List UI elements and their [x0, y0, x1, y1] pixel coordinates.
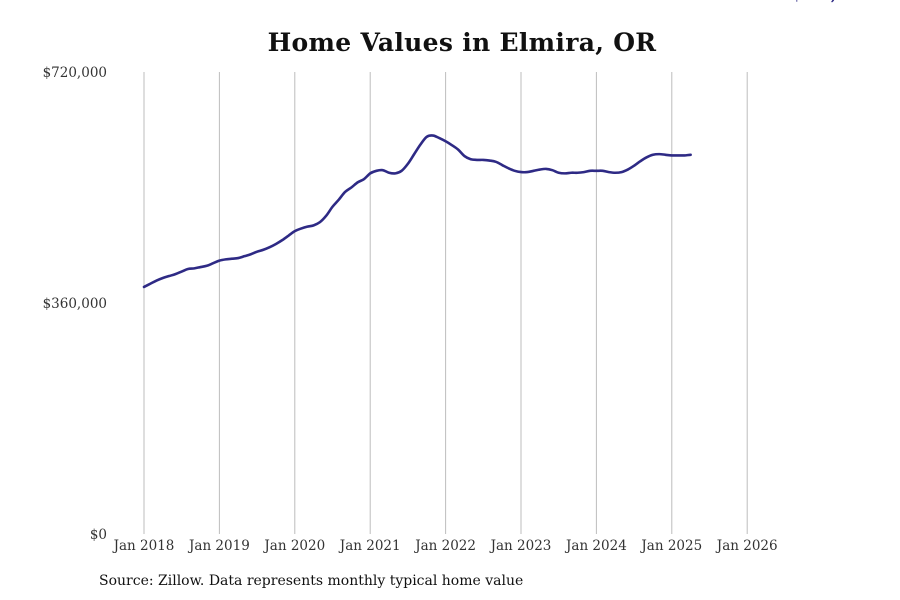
grid-lines	[143, 72, 748, 534]
y-axis-labels: $0 $360,000 $720,000	[43, 65, 107, 543]
annotations: $554,083	[792, 0, 865, 4]
y-tick-label: $360,000	[43, 296, 107, 312]
chart-title: Home Values in Elmira, OR	[267, 28, 657, 57]
x-tick-label: Jan 2025	[639, 538, 702, 554]
x-tick-label: Jan 2022	[413, 538, 476, 554]
y-tick-label: $720,000	[43, 65, 107, 81]
x-tick-label: Jan 2023	[489, 538, 552, 554]
x-tick-label: Jan 2021	[338, 538, 401, 554]
series-line	[142, 134, 692, 289]
x-tick-label: Jan 2018	[112, 538, 175, 554]
x-tick-label: Jan 2024	[564, 538, 627, 554]
x-tick-label: Jan 2019	[187, 538, 250, 554]
y-tick-label: $0	[90, 527, 107, 543]
x-tick-label: Jan 2020	[262, 538, 325, 554]
x-tick-label: Jan 2026	[715, 538, 778, 554]
x-axis-labels: Jan 2018 Jan 2019 Jan 2020 Jan 2021 Jan 2022…	[112, 538, 778, 554]
series-group	[142, 134, 692, 289]
source-note: Source: Zillow. Data represents monthly …	[99, 573, 524, 589]
end-value-label: $554,083	[792, 0, 865, 4]
